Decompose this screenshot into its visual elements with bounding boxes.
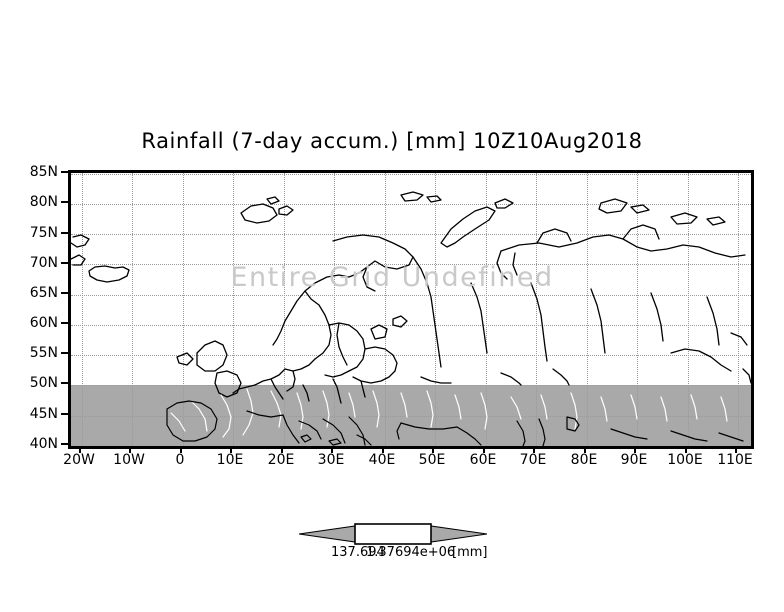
map-plot-area[interactable] [68, 170, 754, 449]
x-tick-mark [331, 446, 333, 453]
x-tick-label-110e: 110E [717, 452, 753, 468]
x-tick-mark [735, 446, 737, 453]
y-tick-mark [61, 322, 68, 324]
y-tick-label-85n: 85N [29, 164, 58, 180]
colorbar-min-extend [299, 525, 356, 543]
y-tick-label-75n: 75N [29, 225, 58, 241]
x-tick-label-100e: 100E [667, 452, 703, 468]
x-tick-mark [281, 446, 283, 453]
x-tick-mark [584, 446, 586, 453]
colorbar-center-box [354, 523, 432, 545]
y-tick-mark [61, 292, 68, 294]
x-tick-mark [230, 446, 232, 453]
y-tick-label-80n: 80N [29, 194, 58, 210]
y-tick-label-60n: 60N [29, 315, 58, 331]
x-tick-label-60e: 60E [469, 452, 497, 468]
x-tick-mark [533, 446, 535, 453]
coastline-layer [71, 191, 751, 446]
x-tick-mark [432, 446, 434, 453]
y-tick-label-55n: 55N [29, 345, 58, 361]
y-tick-mark [61, 232, 68, 234]
x-tick-label-10w: 10W [113, 452, 145, 468]
map-plot-inner [71, 173, 751, 446]
y-tick-mark [61, 352, 68, 354]
colorbar-label-max: 1.37694e+06 [366, 545, 456, 560]
x-tick-label-80e: 80E [570, 452, 598, 468]
colorbar[interactable] [299, 521, 487, 547]
x-tick-label-40e: 40E [368, 452, 396, 468]
y-tick-label-65n: 65N [29, 285, 58, 301]
y-tick-label-40n: 40N [29, 436, 58, 452]
x-tick-mark [180, 446, 182, 453]
y-tick-mark [61, 382, 68, 384]
colorbar-max-extend [430, 525, 487, 543]
y-tick-mark [61, 201, 68, 203]
x-tick-label-70e: 70E [519, 452, 547, 468]
y-tick-label-45n: 45N [29, 406, 58, 422]
colorbar-label-units: [mm] [452, 545, 488, 560]
y-tick-mark [61, 171, 68, 173]
y-tick-mark [61, 262, 68, 264]
x-tick-label-0: 0 [175, 452, 185, 468]
y-tick-mark [61, 413, 68, 415]
x-tick-mark [382, 446, 384, 453]
y-tick-label-70n: 70N [29, 255, 58, 271]
y-tick-mark [61, 443, 68, 445]
y-tick-label-50n: 50N [29, 375, 58, 391]
x-tick-mark [79, 446, 81, 453]
x-tick-label-90e: 90E [620, 452, 648, 468]
x-tick-mark [634, 446, 636, 453]
colorbar-label-min: 137.694 [331, 545, 385, 560]
x-tick-label-20e: 20E [267, 452, 295, 468]
x-tick-mark [483, 446, 485, 453]
x-tick-mark [129, 446, 131, 453]
x-tick-label-10e: 10E [216, 452, 244, 468]
x-tick-mark [685, 446, 687, 453]
chart-title: Rainfall (7-day accum.) [mm] 10Z10Aug201… [141, 129, 643, 153]
x-tick-label-20w: 20W [63, 452, 95, 468]
x-tick-label-50e: 50E [418, 452, 446, 468]
x-tick-label-30e: 30E [317, 452, 345, 468]
